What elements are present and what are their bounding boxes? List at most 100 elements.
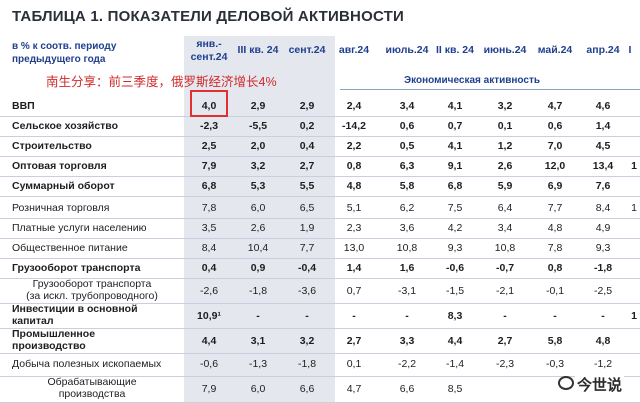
table-cell: -0,7: [495, 262, 515, 274]
table-cell: 0,7: [346, 285, 362, 297]
column-header: май.24: [537, 44, 573, 56]
table-row: Грузооборот транспорта 0,4 0,9 -0,4 1,4 1,6 -0…: [0, 259, 640, 279]
table-cell: 4,1: [447, 100, 463, 112]
table-cell: 6,8: [447, 180, 463, 192]
table-cell: 4,8: [547, 222, 563, 234]
row-separator: [0, 196, 640, 197]
row-separator: [0, 116, 640, 117]
table-cell: 1,4: [346, 262, 362, 274]
table-cell: 1: [631, 160, 637, 172]
table-cell: -2,6: [199, 285, 219, 297]
table-cell: 7,7: [547, 202, 563, 214]
table-row: Оптовая торговля 7,9 3,2 2,7 0,8 6,3 9,1 2,6 12,…: [0, 157, 640, 177]
table-cell: 2,3: [346, 222, 362, 234]
column-header: II кв. 24: [436, 44, 474, 56]
row-separator: [0, 156, 640, 157]
table-cell: 3,3: [399, 335, 415, 347]
table-cell: 2,9: [299, 100, 315, 112]
column-header: III кв. 24: [237, 44, 279, 56]
table-cell: -: [405, 310, 409, 322]
table-cell: 5,8: [399, 180, 415, 192]
table-cell: 4,0: [201, 100, 217, 112]
row-separator: [0, 353, 640, 354]
column-header: I: [628, 44, 632, 56]
table-cell: 5,5: [299, 180, 315, 192]
table-cell: 0,1: [346, 358, 362, 370]
table-cell: -3,6: [297, 285, 317, 297]
table-row: Розничная торговля 7,8 6,0 6,5 5,1 6,2 7,5 6,4 7…: [0, 199, 640, 219]
row-label: ВВП: [12, 100, 35, 112]
table-cell: 2,2: [346, 140, 362, 152]
table-cell: 6,4: [497, 202, 513, 214]
table-row: Обрабатывающие производства 7,9 6,0 6,6 4,7 6…: [0, 376, 640, 403]
row-label: Инвестиции в основной капитал: [12, 303, 138, 327]
table-cell: -: [352, 310, 356, 322]
table-cell: 1,2: [497, 140, 513, 152]
table-cell: 3,1: [250, 335, 266, 347]
row-label: Общественное питание: [12, 242, 128, 254]
table-title: ТАБЛИЦА 1. ПОКАЗАТЕЛИ ДЕЛОВОЙ АКТИВНОСТИ: [12, 8, 404, 25]
table-cell: 0,4: [201, 262, 217, 274]
table-cell: -2,5: [593, 285, 613, 297]
table-cell: 0,8: [547, 262, 563, 274]
table-cell: 6,5: [299, 202, 315, 214]
table-cell: 2,6: [250, 222, 266, 234]
table-cell: 9,3: [447, 242, 463, 254]
table-cell: 1,4: [595, 120, 611, 132]
table-cell: 4,9: [595, 222, 611, 234]
table-row: Суммарный оборот 6,8 5,3 5,5 4,8 5,8 6,8 5,9 6,9…: [0, 177, 640, 197]
table-cell: 5,3: [250, 180, 266, 192]
table-cell: 12,0: [544, 160, 566, 172]
table-cell: -0,6: [445, 262, 465, 274]
table-cell: 4,8: [346, 180, 362, 192]
row-separator: [0, 258, 640, 259]
column-header: июль.24: [385, 44, 429, 56]
row-label: Суммарный оборот: [12, 180, 115, 192]
table-cell: -5,5: [248, 120, 268, 132]
table-cell: 7,7: [299, 242, 315, 254]
table-cell: 7,6: [595, 180, 611, 192]
table-cell: 3,4: [497, 222, 513, 234]
table-cell: 1,6: [399, 262, 415, 274]
table-cell: 0,4: [299, 140, 315, 152]
column-header: сент.24: [288, 44, 326, 56]
table-cell: 8,5: [447, 383, 463, 395]
row-separator: [0, 176, 640, 177]
table-cell: 4,8: [595, 335, 611, 347]
column-header: апр.24: [586, 44, 620, 56]
table-row: Общественное питание 8,4 10,4 7,7 13,0 10,8 9,…: [0, 239, 640, 259]
column-header: янв.- сент.24: [190, 38, 228, 63]
table-cell: 7,9: [201, 160, 217, 172]
row-label: Оптовая торговля: [12, 160, 107, 172]
table-cell: 6,8: [201, 180, 217, 192]
units-header: в % к соотв. периоду предыдущего года: [12, 41, 117, 65]
row-separator: [0, 278, 640, 279]
overlay-caption: 南生分享：前三季度，俄罗斯经济增长4%: [46, 75, 277, 89]
table-cell: 0,2: [299, 120, 315, 132]
row-separator: [0, 376, 640, 377]
table-cell: -2,3: [199, 120, 219, 132]
table-row: ВВП 4,0 2,9 2,9 2,4 3,4 4,1 3,2 4,7 4,6: [0, 97, 640, 117]
row-label: Строительство: [12, 140, 92, 152]
table-cell: -1,5: [445, 285, 465, 297]
table-cell: 4,5: [595, 140, 611, 152]
table-cell: 5,9: [497, 180, 513, 192]
table-cell: 6,0: [250, 202, 266, 214]
table-cell: 0,7: [447, 120, 463, 132]
table-cell: -1,8: [297, 358, 317, 370]
row-separator: [0, 303, 640, 304]
table-cell: 0,8: [346, 160, 362, 172]
table-cell: 7,5: [447, 202, 463, 214]
table-cell: -14,2: [342, 120, 366, 132]
row-label: Промышленное производство: [12, 328, 96, 352]
table-cell: 7,8: [547, 242, 563, 254]
table-cell: 3,2: [250, 160, 266, 172]
table-cell: 6,6: [399, 383, 415, 395]
table-cell: 8,4: [201, 242, 217, 254]
table-cell: -0,1: [545, 285, 565, 297]
table-row: Сельское хозяйство -2,3 -5,5 0,2 -14,2 0,6 0,7…: [0, 117, 640, 137]
table-cell: 2,9: [250, 100, 266, 112]
column-header: авг.24: [338, 44, 370, 56]
table-cell: 4,2: [447, 222, 463, 234]
row-separator: [0, 238, 640, 239]
